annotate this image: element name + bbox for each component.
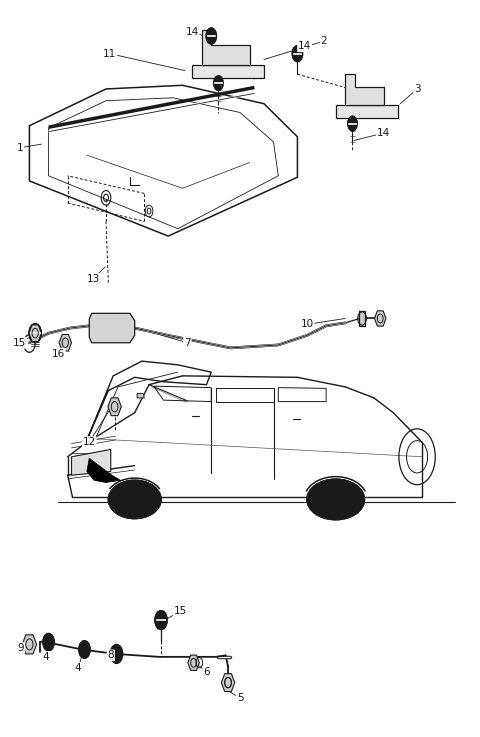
Text: 10: 10 (300, 319, 313, 329)
Circle shape (46, 638, 52, 647)
Circle shape (206, 28, 216, 44)
Text: 5: 5 (237, 693, 243, 703)
Polygon shape (29, 325, 41, 341)
Ellipse shape (307, 479, 364, 520)
Text: 9: 9 (17, 643, 24, 653)
Polygon shape (345, 74, 384, 105)
Circle shape (110, 644, 123, 663)
Text: 6: 6 (203, 666, 210, 677)
Circle shape (348, 116, 357, 131)
Text: 3: 3 (414, 84, 420, 94)
Polygon shape (87, 458, 120, 483)
Polygon shape (188, 655, 199, 671)
Polygon shape (359, 311, 365, 326)
Circle shape (214, 76, 223, 91)
Text: 12: 12 (83, 437, 96, 447)
Text: 7: 7 (184, 338, 191, 348)
Polygon shape (336, 105, 398, 119)
Text: 14: 14 (298, 41, 311, 52)
Circle shape (43, 633, 54, 651)
Text: 11: 11 (103, 49, 117, 59)
Text: 2: 2 (321, 36, 327, 46)
Circle shape (155, 610, 167, 629)
Text: 1: 1 (16, 143, 23, 153)
Polygon shape (22, 635, 36, 654)
Polygon shape (137, 394, 144, 398)
Text: 4: 4 (43, 652, 49, 662)
Text: 14: 14 (185, 27, 199, 37)
Polygon shape (72, 450, 111, 475)
Polygon shape (59, 335, 72, 351)
Ellipse shape (325, 492, 347, 508)
Ellipse shape (125, 492, 144, 507)
Circle shape (79, 640, 90, 658)
Polygon shape (89, 313, 135, 343)
Ellipse shape (108, 481, 161, 519)
Circle shape (292, 46, 303, 62)
Text: 4: 4 (75, 663, 82, 673)
Text: 15: 15 (13, 338, 26, 348)
Polygon shape (374, 311, 386, 326)
Polygon shape (192, 66, 264, 78)
Circle shape (113, 649, 120, 659)
Polygon shape (108, 398, 121, 416)
Polygon shape (221, 674, 235, 691)
Polygon shape (202, 30, 250, 66)
Text: 8: 8 (108, 650, 114, 660)
Circle shape (29, 324, 41, 343)
Circle shape (81, 645, 88, 654)
Text: 15: 15 (174, 607, 187, 616)
Text: 14: 14 (377, 128, 390, 138)
Text: 13: 13 (86, 273, 100, 284)
Text: 16: 16 (51, 349, 65, 359)
